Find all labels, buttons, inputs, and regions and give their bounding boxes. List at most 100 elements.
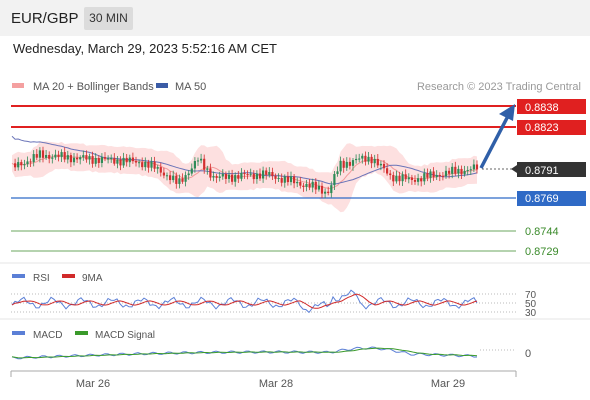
candle-body [100,157,103,163]
level-label-last: 0.8791 [525,165,559,177]
candle-body [66,155,69,160]
ma50-swatch [156,83,168,88]
candle-body [466,170,469,172]
candle-body [435,174,438,178]
candlesticks [14,146,479,199]
x-label-mar26: Mar 26 [76,378,110,390]
candle-body [119,159,122,166]
candle-body [423,173,426,182]
candle-body [218,176,221,178]
candle-body [454,166,457,174]
candle-body [475,164,479,170]
candle-body [231,174,234,182]
candle-body [317,185,320,190]
level-label-6: 0.8729 [525,246,559,258]
candle-body [20,162,23,166]
macd-signal-line [11,347,478,359]
candle-body [200,158,203,161]
candle-body [345,161,348,168]
candle-body [339,160,342,172]
candle-body [382,163,386,169]
candle-body [237,175,240,179]
level-label-1: 0.8838 [525,102,559,114]
rsi-label: RSI [33,273,50,284]
candle-body [32,154,35,163]
candle-body [159,167,162,173]
macd-label: MACD [33,330,62,341]
level-label-5: 0.8744 [525,226,559,238]
candle-body [426,173,429,178]
candle-body [401,174,404,182]
candle-body [413,179,417,182]
candle-body [324,191,327,194]
credit-text: Research © 2023 Trading Central [417,81,581,93]
candle-body [131,157,134,162]
candle-body [35,154,38,158]
candle-body [138,162,141,164]
candle-body [54,154,57,158]
candle-body [240,173,243,179]
forecast-arrow-shaft [479,115,510,169]
candle-body [221,173,224,177]
level-label-4: 0.8769 [525,193,559,205]
candle-body [107,158,110,160]
candle-body [265,170,268,175]
candle-body [212,175,215,178]
candle-body [327,191,330,194]
candle-body [79,157,82,160]
candle-body [293,176,296,184]
candle-body [69,155,72,163]
candle-body [162,172,165,176]
candle-body [367,156,370,162]
candle-body [370,156,373,164]
rsi-tick-70: 70 [525,290,537,301]
candle-body [51,157,54,159]
candle-body [305,183,308,188]
candle-body [38,150,41,158]
candle-body [41,150,45,158]
candle-body [255,173,258,180]
candle-body [460,168,463,175]
candle-body [187,173,190,176]
candle-body [420,178,423,182]
candle-body [451,166,454,174]
candle-body [289,176,293,183]
candle-body [358,158,361,160]
candle-body [153,161,156,169]
candle-body [113,158,116,164]
candle-body [268,172,271,175]
macd-line [11,346,478,360]
macd-signal-swatch [75,331,88,335]
candle-body [379,163,382,166]
candle-body [355,158,358,161]
candle-body [203,158,206,170]
candle-body [472,164,475,170]
candle-body [277,178,280,180]
candle-body [417,178,420,182]
candle-body [320,185,324,194]
candle-body [252,173,255,180]
x-label-mar28: Mar 28 [259,378,293,390]
legend-ma20: MA 20 + Bollinger Bands [33,81,154,93]
candle-body [444,170,448,177]
candle-body [144,161,147,168]
candle-body [193,161,196,169]
candle-body [376,158,379,166]
candle-body [448,170,451,174]
timeframe-button[interactable]: 30 MIN [84,7,133,30]
rsi-ma-line [11,293,478,309]
candle-body [410,177,413,180]
currency-pair: EUR/GBP [11,10,79,27]
forecast-arrow-head [499,104,515,121]
candle-body [364,155,367,162]
candle-body [45,155,48,158]
candle-body [469,169,472,171]
candle-body [311,181,314,188]
macd-signal-label: MACD Signal [95,330,155,341]
candle-body [122,157,125,166]
candle-body [262,170,265,179]
candle-body [330,185,333,194]
macd-tick-0: 0 [525,348,531,360]
candle-body [249,173,252,175]
candle-body [246,174,249,176]
